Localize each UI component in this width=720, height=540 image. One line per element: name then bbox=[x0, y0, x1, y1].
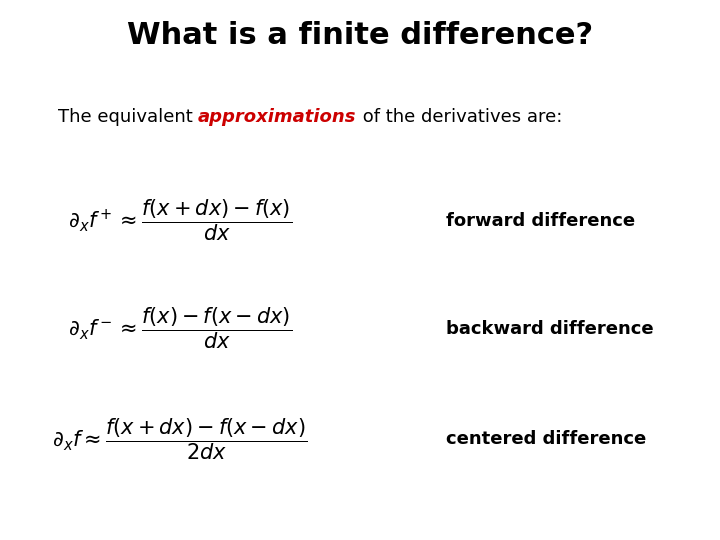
Text: centered difference: centered difference bbox=[446, 430, 647, 448]
Text: $\partial_x f \approx \dfrac{f(x+dx) - f(x-dx)}{2dx}$: $\partial_x f \approx \dfrac{f(x+dx) - f… bbox=[53, 416, 307, 462]
Text: approximations: approximations bbox=[198, 108, 356, 126]
Text: $\partial_x f^+ \approx \dfrac{f(x+dx) - f(x)}{dx}$: $\partial_x f^+ \approx \dfrac{f(x+dx) -… bbox=[68, 198, 292, 244]
Text: backward difference: backward difference bbox=[446, 320, 654, 338]
Text: The equivalent: The equivalent bbox=[58, 108, 198, 126]
Text: What is a finite difference?: What is a finite difference? bbox=[127, 21, 593, 50]
Text: of the derivatives are:: of the derivatives are: bbox=[356, 108, 562, 126]
Text: forward difference: forward difference bbox=[446, 212, 636, 230]
Text: $\partial_x f^- \approx \dfrac{f(x) - f(x-dx)}{dx}$: $\partial_x f^- \approx \dfrac{f(x) - f(… bbox=[68, 306, 292, 352]
